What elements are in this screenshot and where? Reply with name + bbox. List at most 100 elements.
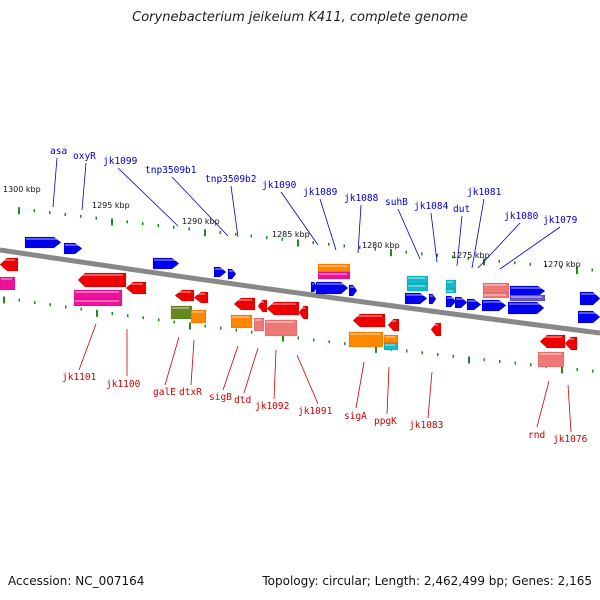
outer-tick [266,236,268,240]
gene-highlight [75,300,119,302]
forward-gene-arrow [481,299,507,312]
gene-block [190,309,207,324]
inner-tick [251,330,253,334]
gene-highlight [385,336,395,338]
outer-tick [204,229,206,237]
inner-tick [483,358,485,362]
inner-tick [235,328,237,332]
outer-tick [560,265,562,269]
leader-line [52,157,58,208]
gene-label-oxyR: oxyR [73,151,96,162]
inner-tick [328,340,330,344]
leader-line [243,347,259,394]
gene-highlight [468,300,478,302]
leader-line [536,380,550,428]
inner-tick [80,307,82,311]
gene-highlight [65,244,79,246]
gene-block [482,292,510,299]
leader-line [78,323,97,371]
gene-highlight [235,299,252,301]
gene-label-rnd: rnd [528,430,545,441]
forward-gene-arrow [227,268,237,280]
leader-line [456,215,463,267]
reverse-gene-arrow [77,272,127,288]
gene-label-sigB: sigB [209,392,232,403]
reverse-gene-arrow [266,301,300,316]
gene-highlight [176,291,191,293]
gene-block [537,351,565,368]
gene-highlight [312,283,314,285]
forward-gene-arrow [63,242,83,255]
reverse-gene-arrow [193,291,209,304]
gene-label-jk1081: jk1081 [467,187,502,198]
outer-tick [498,259,500,263]
gene-highlight [447,281,453,283]
gene-highlight [432,324,438,326]
outer-tick [111,218,113,226]
outer-tick [576,267,578,275]
inner-tick [344,342,346,346]
gene-highlight [1,259,15,261]
gene-highlight [127,283,143,285]
reverse-gene-arrow [125,281,147,295]
genome-backbone [0,247,600,336]
forward-gene-arrow [579,291,600,306]
scale-label-1300: 1300 kbp [3,185,41,194]
outer-tick [219,230,221,234]
gene-block [383,342,399,351]
leader-line [81,162,87,211]
outer-tick [545,264,547,268]
outer-tick [235,232,237,236]
label-leaders [52,157,572,433]
inner-tick [204,324,206,328]
outer-tick [390,249,392,257]
inner-tick [375,345,377,353]
gene-highlight [581,293,597,295]
leader-line [117,167,179,227]
gene-label-galE: galE [153,387,176,398]
gene-label-jk1080: jk1080 [504,211,539,222]
outer-tick [529,262,531,266]
outer-tick [157,223,159,227]
accession-text: Accession: NC_007164 [8,574,145,588]
gene-highlight [541,336,562,338]
gene-label-jk1101: jk1101 [62,372,97,383]
gene-highlight [385,344,395,346]
outer-tick [328,242,330,246]
gene-highlight [319,265,347,267]
gene-highlight [300,307,305,309]
inner-tick [142,316,144,320]
outer-tick [188,227,190,231]
genome-summary-text: Topology: circular; Length: 2,462,499 bp… [262,574,592,588]
gene-label-dut: dut [453,204,470,215]
gene-highlight [354,315,382,317]
leader-line [397,208,421,260]
leader-line [171,176,229,237]
reverse-gene-arrow [564,336,578,351]
outer-tick [126,220,128,224]
inner-tick [127,314,129,318]
gene-label-sigA: sigA [344,411,367,422]
inner-tick [499,359,501,363]
gene-highlight [389,320,396,322]
outer-tick [591,268,593,272]
gene-highlight [350,333,380,335]
gene-highlight [579,312,597,314]
gene-label-jk1079: jk1079 [543,215,578,226]
leader-line [273,349,277,400]
inner-tick [406,349,408,353]
gene-label-jk1088: jk1088 [344,193,379,204]
gene-block [0,276,16,291]
leader-line [222,345,239,391]
gene-label-tnp3509b2: tnp3509b2 [205,174,256,185]
gene-highlight [229,270,233,272]
gene-label-dtd: dtd [234,395,251,406]
gene-label-jk1089: jk1089 [303,187,338,198]
gene-highlight [1,278,12,280]
forward-gene-arrow [577,310,600,324]
gene-label-jk1092: jk1092 [255,401,289,412]
scale-label-1280: 1280 kbp [362,241,400,250]
gene-highlight [319,273,347,275]
gene-highlight [215,268,223,270]
inner-tick [576,368,578,372]
